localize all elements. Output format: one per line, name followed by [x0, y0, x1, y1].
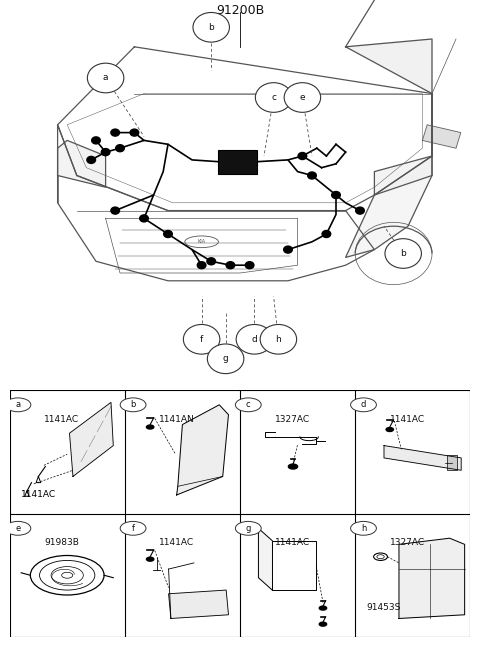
- Circle shape: [350, 398, 376, 411]
- Circle shape: [226, 262, 235, 268]
- Polygon shape: [70, 402, 113, 476]
- Text: d: d: [361, 400, 366, 410]
- Circle shape: [120, 521, 146, 535]
- Circle shape: [322, 231, 331, 237]
- Text: f: f: [200, 335, 203, 344]
- Text: h: h: [276, 335, 281, 344]
- Text: g: g: [223, 354, 228, 363]
- Text: h: h: [361, 524, 366, 533]
- Circle shape: [356, 207, 364, 214]
- Circle shape: [197, 262, 206, 268]
- Text: KIA: KIA: [198, 239, 205, 244]
- Circle shape: [207, 344, 244, 374]
- Circle shape: [193, 12, 229, 42]
- Polygon shape: [422, 125, 461, 148]
- Text: 1141AC: 1141AC: [390, 415, 425, 424]
- Circle shape: [255, 83, 292, 112]
- Text: c: c: [271, 93, 276, 102]
- Circle shape: [260, 324, 297, 354]
- Polygon shape: [374, 156, 432, 195]
- Circle shape: [288, 464, 298, 469]
- Text: e: e: [15, 524, 21, 533]
- Circle shape: [183, 324, 220, 354]
- Circle shape: [350, 521, 376, 535]
- Text: 1141AC: 1141AC: [275, 538, 310, 547]
- Circle shape: [116, 145, 124, 151]
- Circle shape: [245, 262, 254, 268]
- Polygon shape: [346, 39, 432, 94]
- Circle shape: [92, 137, 100, 144]
- Text: 91200B: 91200B: [216, 4, 264, 17]
- Text: 91453S: 91453S: [367, 603, 401, 612]
- Circle shape: [284, 83, 321, 112]
- Text: 1141AN: 1141AN: [159, 415, 195, 424]
- Circle shape: [298, 153, 307, 159]
- Polygon shape: [346, 94, 432, 257]
- Circle shape: [164, 231, 172, 237]
- Circle shape: [235, 398, 261, 411]
- Circle shape: [101, 149, 110, 155]
- Circle shape: [319, 622, 326, 626]
- Circle shape: [5, 398, 31, 411]
- Text: 1327AC: 1327AC: [275, 415, 310, 424]
- Circle shape: [308, 172, 316, 179]
- Circle shape: [111, 129, 120, 136]
- Circle shape: [319, 606, 326, 610]
- Circle shape: [140, 215, 148, 222]
- Text: 1141AC: 1141AC: [159, 538, 194, 547]
- Circle shape: [386, 428, 394, 432]
- Polygon shape: [384, 446, 461, 471]
- Circle shape: [236, 324, 273, 354]
- FancyBboxPatch shape: [447, 456, 456, 471]
- Text: 91983B: 91983B: [44, 538, 79, 547]
- Text: d: d: [252, 335, 257, 344]
- Text: 1141AC: 1141AC: [44, 415, 79, 424]
- Text: c: c: [246, 400, 251, 410]
- Circle shape: [146, 425, 154, 429]
- Polygon shape: [177, 405, 228, 495]
- Text: a: a: [103, 73, 108, 83]
- Circle shape: [146, 557, 154, 561]
- Circle shape: [120, 398, 146, 411]
- Circle shape: [87, 157, 96, 163]
- Text: a: a: [15, 400, 21, 410]
- Circle shape: [111, 207, 120, 214]
- Text: 1141AC: 1141AC: [21, 489, 56, 499]
- Text: e: e: [300, 93, 305, 102]
- Circle shape: [235, 521, 261, 535]
- Circle shape: [284, 246, 292, 253]
- FancyBboxPatch shape: [218, 150, 257, 174]
- Circle shape: [130, 129, 139, 136]
- Circle shape: [5, 521, 31, 535]
- Polygon shape: [399, 538, 465, 619]
- Text: b: b: [208, 23, 214, 32]
- Text: 1327AC: 1327AC: [390, 538, 425, 547]
- Polygon shape: [58, 140, 106, 187]
- Circle shape: [87, 63, 124, 93]
- Text: f: f: [132, 524, 134, 533]
- Polygon shape: [258, 528, 272, 590]
- Circle shape: [207, 258, 216, 265]
- Circle shape: [385, 239, 421, 268]
- Text: b: b: [131, 400, 136, 410]
- Circle shape: [332, 192, 340, 198]
- Text: b: b: [400, 249, 406, 258]
- Text: g: g: [246, 524, 251, 533]
- Polygon shape: [168, 590, 228, 619]
